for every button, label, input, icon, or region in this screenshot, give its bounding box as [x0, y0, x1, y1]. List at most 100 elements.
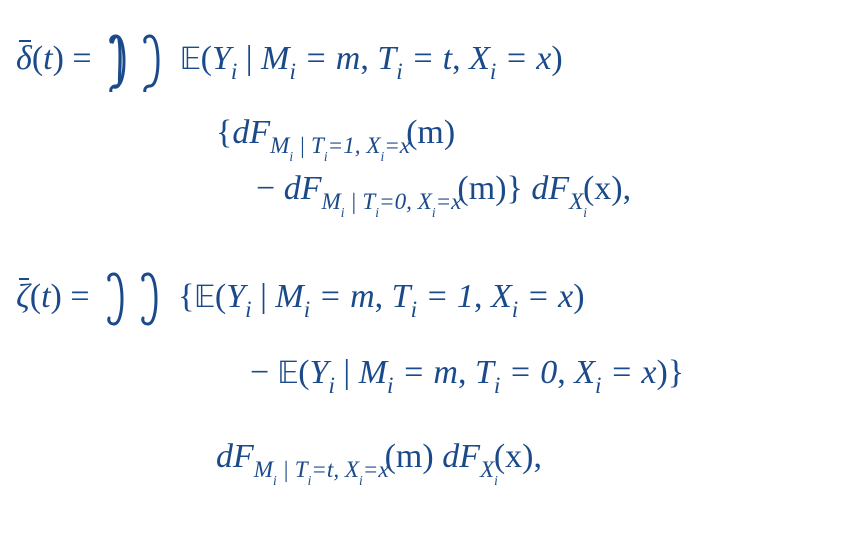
brace-open: { [178, 278, 194, 315]
sub-X-i: i [380, 149, 384, 164]
equals: = [62, 278, 98, 315]
Y-sub: i [231, 59, 237, 85]
tail-comma: , [533, 438, 542, 475]
M: M [275, 278, 303, 315]
double-integral-icon [102, 268, 174, 330]
eq-x: = x [601, 354, 656, 391]
dFX-d: d [523, 170, 549, 207]
sub-T: T [311, 133, 324, 159]
sub-X-val: =x [384, 133, 410, 159]
sub-bar: | [293, 133, 311, 159]
Y: Y [226, 278, 245, 315]
F: F [301, 170, 322, 207]
X-sub: i [512, 297, 518, 323]
sub-T-val: =1 [328, 133, 355, 159]
M-sub: i [304, 297, 310, 323]
sep: , [458, 354, 475, 391]
sep: , [452, 40, 469, 77]
zeta-arg-open: ( [30, 278, 41, 315]
zeta-arg-close: ) [51, 278, 62, 315]
sep: , [375, 278, 392, 315]
arg-m: (m) [385, 440, 434, 474]
eq-m: = m [393, 354, 458, 391]
M: M [359, 354, 387, 391]
arg-m: (m) [406, 116, 455, 150]
sep: , [557, 354, 574, 391]
T: T [377, 40, 396, 77]
zeta-line-1: ζ(t) = {𝔼(Yi | Mi = m, Ti = 1, Xi = x) [16, 268, 585, 330]
F: F [249, 114, 270, 151]
paren-close: ) [573, 278, 584, 315]
sep: , [360, 40, 377, 77]
paren-open: ( [201, 40, 212, 77]
zeta-line-3: dFMi | Ti=t, Xi=x(m) dFXi(x), [216, 440, 542, 483]
eq-x: = x [518, 278, 573, 315]
paren-close: ) [551, 40, 562, 77]
eq-t: = t [403, 40, 452, 77]
eq-m: = m [310, 278, 375, 315]
dFX-sub: Xi [569, 189, 587, 215]
sub-M: M [321, 189, 340, 215]
F: F [233, 438, 254, 475]
sub-X-val: =x [363, 457, 389, 483]
dFX-arg: (x) [494, 440, 534, 474]
dFX-sub: Xi [480, 457, 498, 483]
sub-X: X [345, 457, 359, 483]
dFX-d: d [434, 438, 460, 475]
eq-m: = m [296, 40, 361, 77]
delta-line-2: {dFMi | Ti=1, Xi=x(m) [216, 116, 455, 159]
brace-close: } [507, 170, 523, 207]
Y-sub: i [328, 373, 334, 399]
equals: = [64, 40, 100, 77]
dFX-F: F [548, 170, 569, 207]
dFX-X-i: i [494, 473, 498, 488]
close: )} [656, 354, 684, 391]
sub-sep: , [355, 133, 367, 159]
sub-M: M [270, 133, 289, 159]
dFX-F: F [459, 438, 480, 475]
sub-M-i: i [341, 205, 345, 220]
eq-x: = x [496, 40, 551, 77]
M-sub: i [387, 373, 393, 399]
sub-X-i: i [432, 205, 436, 220]
sub-T: T [362, 189, 375, 215]
F-sub: Mi | Ti=t, Xi=x [254, 457, 389, 483]
X: X [574, 354, 595, 391]
T-sub: i [411, 297, 417, 323]
sub-M-i: i [273, 473, 277, 488]
T-sub: i [396, 59, 402, 85]
delta-arg-close: ) [53, 40, 64, 77]
sub-T-i: i [375, 205, 379, 220]
sub-T-val: =t [311, 457, 333, 483]
d: d [284, 170, 301, 207]
F-sub: Mi | Ti=1, Xi=x [270, 133, 410, 159]
T: T [392, 278, 411, 315]
paren-open: ( [298, 354, 309, 391]
sub-M: M [254, 457, 273, 483]
delta-arg-open: ( [32, 40, 43, 77]
minus: − [256, 170, 284, 207]
arg-m: (m) [457, 172, 506, 206]
expectation-symbol: 𝔼 [278, 358, 299, 392]
eq-1: = 1 [417, 278, 474, 315]
sub-T-i: i [308, 473, 312, 488]
equation-block: δ(t) = 𝔼(Yi | Mi = m, Ti = t, Xi = x) {d… [0, 0, 850, 540]
delta-line-3: − dFMi | Ti=0, Xi=x(m)} dFXi(x), [256, 172, 631, 215]
bar: | [237, 40, 261, 77]
sep: , [474, 278, 491, 315]
sub-T-val: =0 [379, 189, 406, 215]
delta-arg: t [43, 40, 52, 77]
Y: Y [310, 354, 329, 391]
zeta-arg: t [41, 278, 50, 315]
T-sub: i [494, 373, 500, 399]
zeta-line-2: − 𝔼(Yi | Mi = m, Ti = 0, Xi = x)} [250, 356, 684, 396]
tail-comma: , [623, 170, 632, 207]
X: X [491, 278, 512, 315]
X-sub: i [595, 373, 601, 399]
sub-sep: , [406, 189, 418, 215]
expectation-symbol: 𝔼 [194, 282, 215, 316]
double-integral-icon [104, 30, 176, 92]
sub-bar: | [344, 189, 362, 215]
sub-X-val: =x [436, 189, 462, 215]
d: d [216, 438, 233, 475]
